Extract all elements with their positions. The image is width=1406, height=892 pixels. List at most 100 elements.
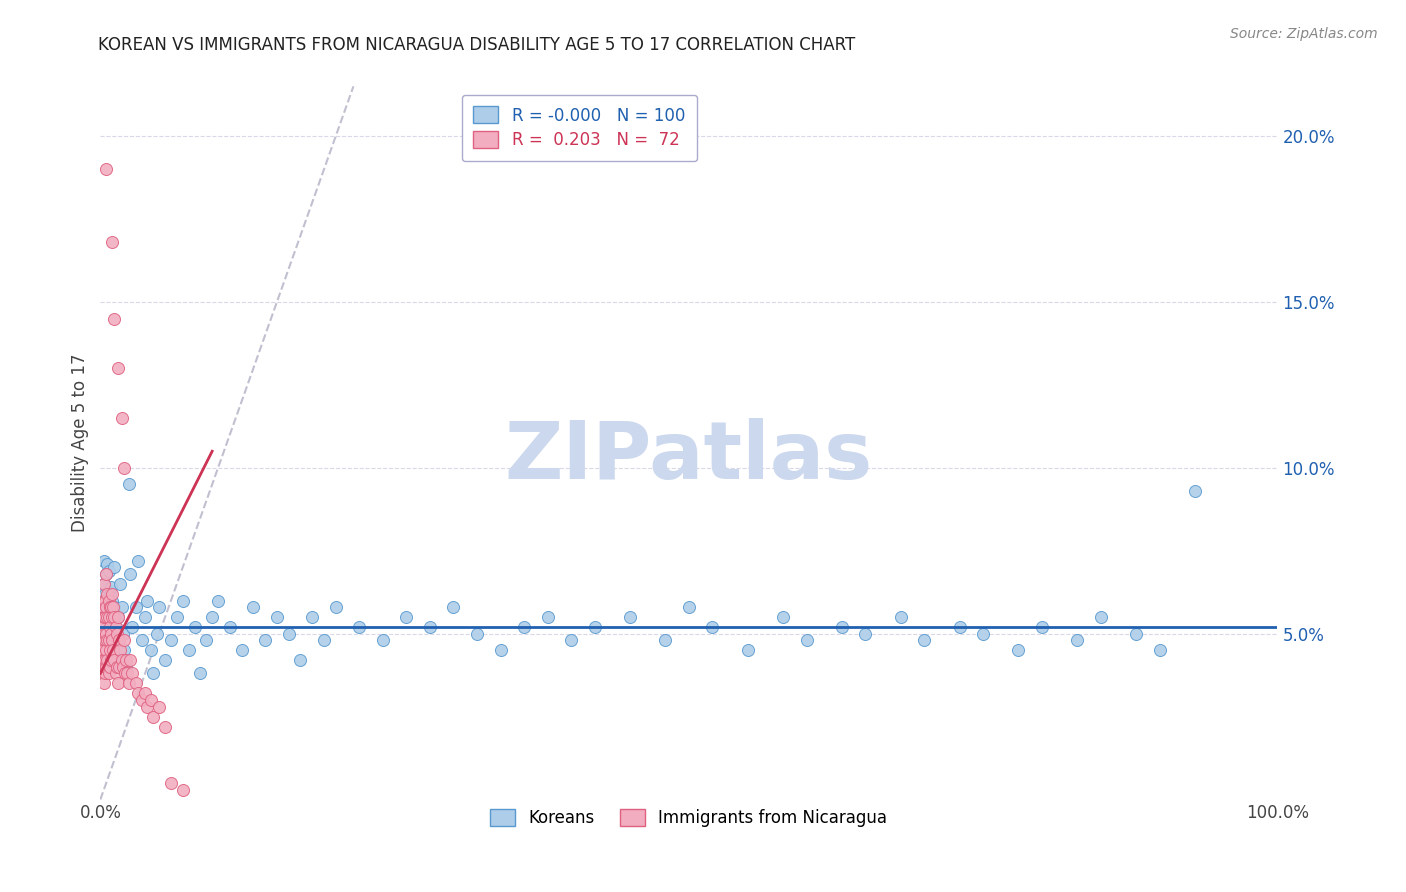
Point	[254, 633, 277, 648]
Point	[105, 660, 128, 674]
Point	[98, 600, 121, 615]
Point	[93, 666, 115, 681]
Point	[134, 610, 156, 624]
Point	[97, 633, 120, 648]
Point	[117, 477, 139, 491]
Point	[1149, 643, 1171, 657]
Point	[127, 554, 149, 568]
Point	[93, 626, 115, 640]
Point	[103, 607, 125, 621]
Point	[678, 600, 700, 615]
Point	[136, 593, 159, 607]
Point	[93, 676, 115, 690]
Point	[1090, 610, 1112, 624]
Point	[114, 666, 136, 681]
Point	[98, 620, 121, 634]
Point	[142, 709, 165, 723]
Point	[100, 626, 122, 640]
Point	[131, 693, 153, 707]
Point	[465, 626, 488, 640]
Point	[91, 593, 114, 607]
Point	[96, 566, 118, 581]
Point	[290, 653, 312, 667]
Point	[91, 653, 114, 667]
Point	[98, 660, 121, 674]
Point	[395, 610, 418, 624]
Point	[121, 620, 143, 634]
Point	[91, 600, 114, 615]
Point	[101, 616, 124, 631]
Point	[93, 577, 115, 591]
Point	[201, 610, 224, 624]
Point	[96, 593, 118, 607]
Point	[325, 600, 347, 615]
Point	[121, 666, 143, 681]
Point	[91, 643, 114, 657]
Point	[153, 720, 176, 734]
Point	[96, 587, 118, 601]
Point	[160, 776, 183, 790]
Point	[489, 643, 512, 657]
Point	[97, 626, 120, 640]
Point	[513, 620, 536, 634]
Point	[105, 626, 128, 640]
Point	[104, 666, 127, 681]
Point	[100, 653, 122, 667]
Point	[218, 620, 240, 634]
Point	[619, 610, 641, 624]
Point	[796, 633, 818, 648]
Point	[111, 660, 134, 674]
Point	[105, 633, 128, 648]
Point	[96, 162, 118, 177]
Point	[139, 693, 162, 707]
Point	[115, 653, 138, 667]
Point	[101, 593, 124, 607]
Point	[100, 603, 122, 617]
Legend: Koreans, Immigrants from Nicaragua: Koreans, Immigrants from Nicaragua	[484, 803, 894, 834]
Point	[110, 411, 132, 425]
Point	[101, 587, 124, 601]
Point	[98, 587, 121, 601]
Point	[118, 653, 141, 667]
Point	[148, 600, 170, 615]
Point	[96, 653, 118, 667]
Point	[146, 626, 169, 640]
Point	[443, 600, 465, 615]
Point	[890, 610, 912, 624]
Point	[98, 610, 121, 624]
Point	[560, 633, 582, 648]
Point	[97, 593, 120, 607]
Point	[97, 603, 120, 617]
Point	[117, 676, 139, 690]
Point	[96, 600, 118, 615]
Point	[97, 610, 120, 624]
Point	[94, 633, 117, 648]
Point	[107, 676, 129, 690]
Point	[101, 610, 124, 624]
Point	[94, 610, 117, 624]
Point	[98, 643, 121, 657]
Point	[111, 626, 134, 640]
Point	[110, 600, 132, 615]
Point	[110, 643, 132, 657]
Point	[97, 583, 120, 598]
Point	[103, 653, 125, 667]
Point	[94, 666, 117, 681]
Point	[118, 566, 141, 581]
Point	[103, 643, 125, 657]
Point	[349, 620, 371, 634]
Point	[96, 566, 118, 581]
Point	[94, 653, 117, 667]
Point	[131, 633, 153, 648]
Point	[103, 560, 125, 574]
Point	[124, 600, 146, 615]
Point	[127, 686, 149, 700]
Point	[100, 600, 122, 615]
Point	[772, 610, 794, 624]
Point	[93, 610, 115, 624]
Point	[96, 614, 118, 628]
Point	[139, 643, 162, 657]
Point	[737, 643, 759, 657]
Text: Source: ZipAtlas.com: Source: ZipAtlas.com	[1230, 27, 1378, 41]
Point	[702, 620, 724, 634]
